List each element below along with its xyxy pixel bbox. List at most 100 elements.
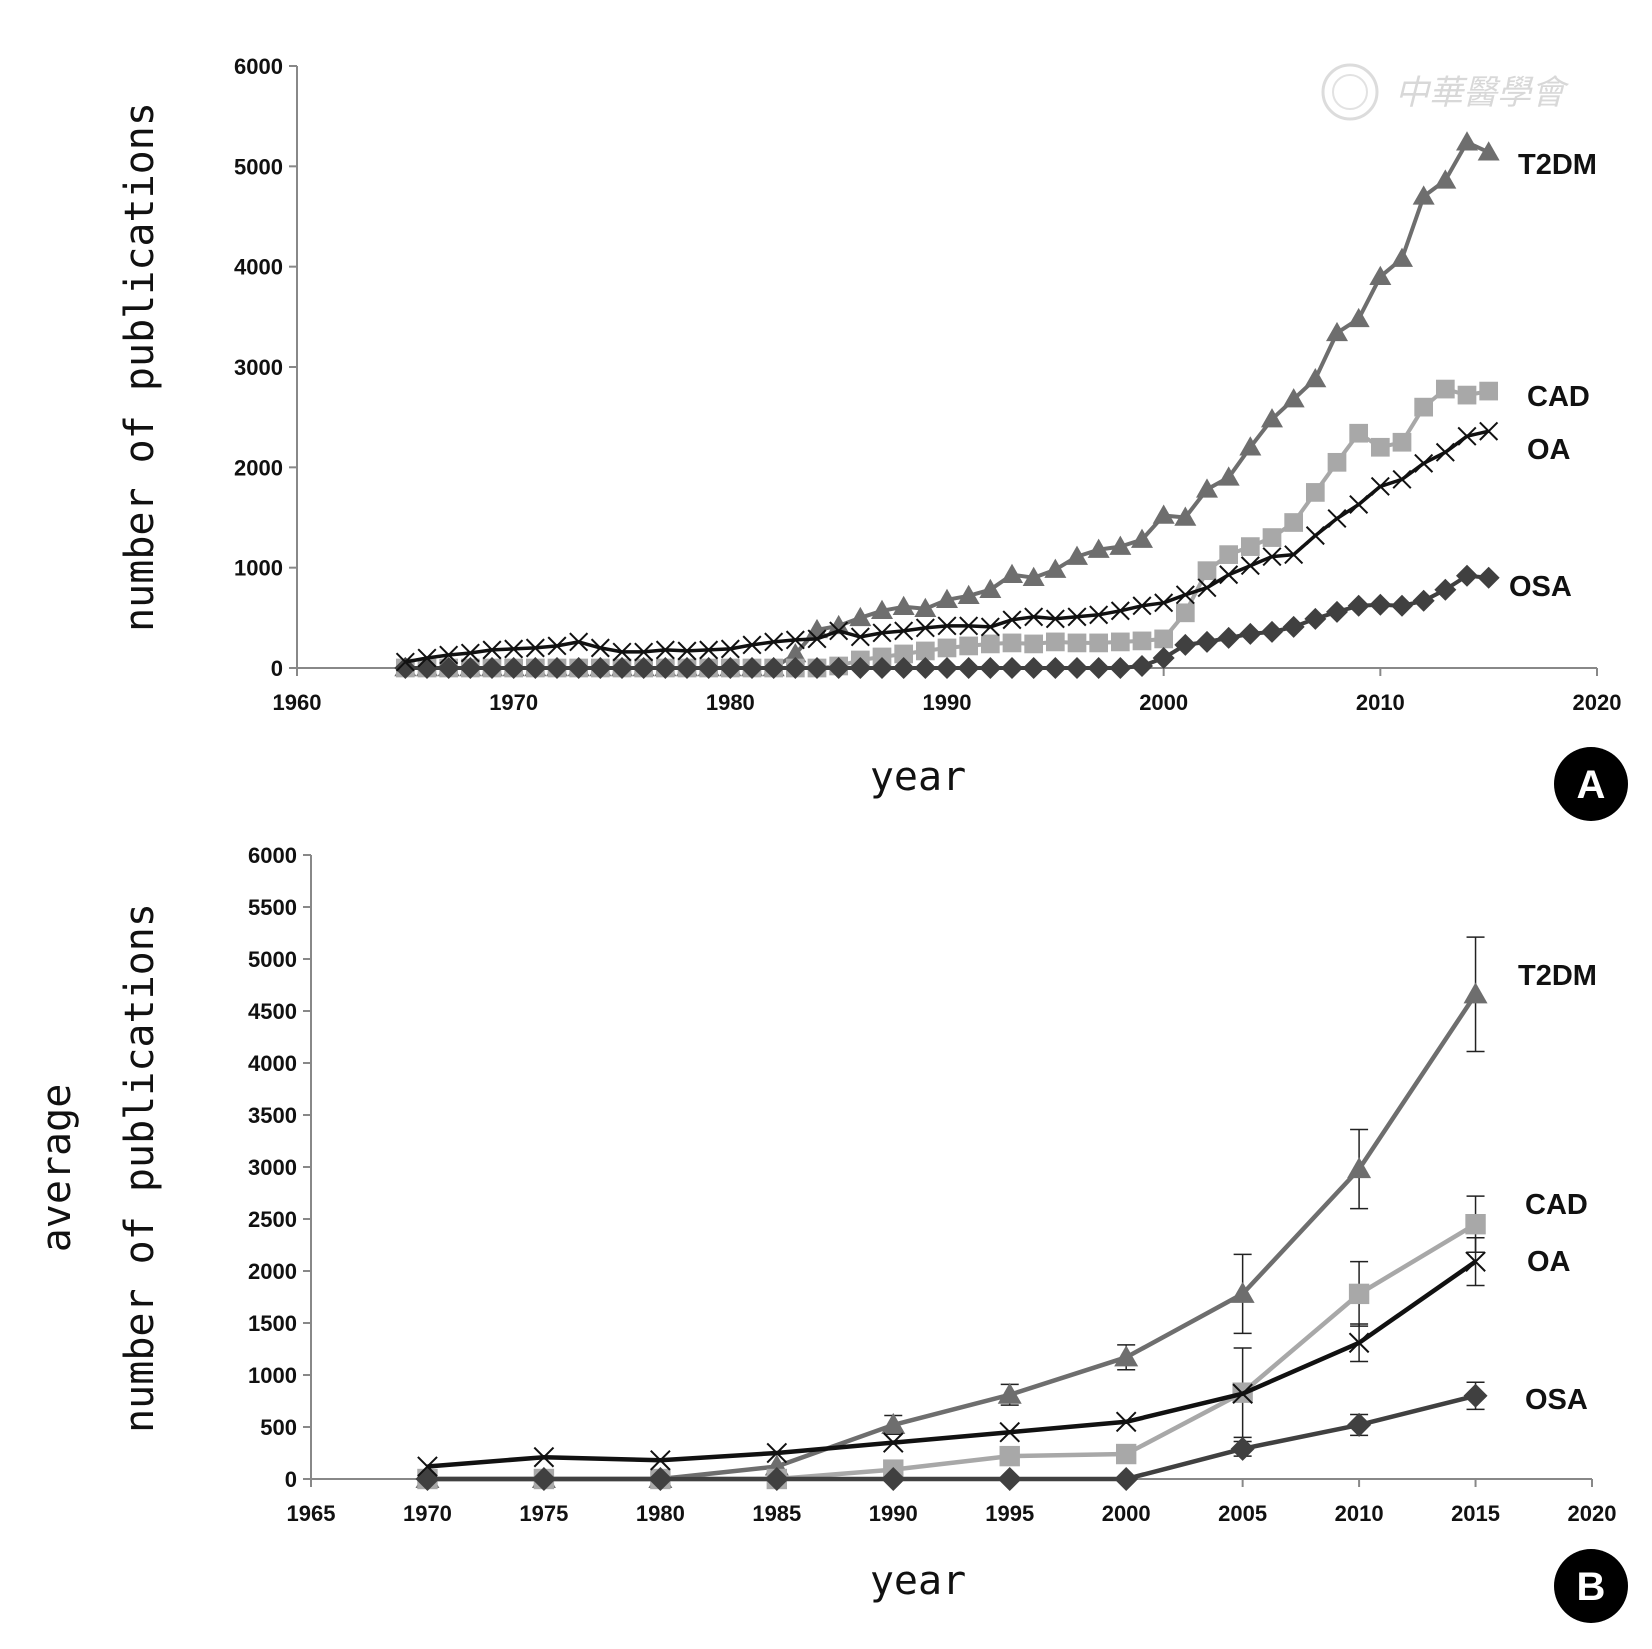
chart-b-label-t2dm: T2DM [1518, 960, 1597, 992]
chart-a-x-tick-label: 1970 [489, 690, 538, 715]
chart-a-point-oa [634, 642, 654, 662]
chart-a-point-oa [655, 640, 675, 660]
chart-a-point-osa [459, 657, 482, 679]
chart-b-x-tick-label: 2000 [1102, 1501, 1151, 1526]
chart-a-point-t2dm [1131, 528, 1153, 548]
chart-a-point-cad [1110, 632, 1130, 652]
chart-a-point-osa [481, 657, 503, 679]
chart-b-y-axis-title-line1: average [34, 1084, 80, 1253]
chart-a-point-t2dm [827, 614, 850, 635]
chart-a-point-cad [1414, 397, 1434, 417]
chart-b-point-osa [648, 1467, 673, 1491]
watermark-text: 中華醫學會 [1395, 73, 1570, 113]
chart-b-y-tick-label: 6000 [248, 843, 297, 868]
chart-a-point-osa [1022, 657, 1045, 679]
chart-b-x-tick-label: 2020 [1568, 1501, 1617, 1526]
chart-a-point-t2dm [1022, 566, 1045, 586]
chart-a-point-t2dm [1304, 368, 1327, 388]
chart-b-y-tick-label: 2500 [248, 1207, 297, 1232]
chart-a-point-osa [979, 657, 1002, 679]
chart-b-point-oa [882, 1432, 904, 1453]
chart-a-y-tick-label: 5000 [234, 154, 283, 179]
chart-b-x-tick-label: 2010 [1335, 1501, 1384, 1526]
chart-b-x-tick-label: 2005 [1218, 1501, 1267, 1526]
chart-a-point-cad [1392, 432, 1412, 452]
chart-b-line-t2dm [427, 993, 1478, 1482]
chart-a-point-oa [1457, 426, 1477, 446]
chart-a-point-oa [547, 636, 567, 656]
chart-b-point-osa [881, 1467, 906, 1491]
chart-a-x-axis-title: year [870, 754, 966, 800]
chart-a-point-oa [764, 632, 784, 652]
chart-a-point-t2dm [936, 588, 958, 609]
chart-b-line-oa [427, 1259, 1477, 1469]
chart-a-point-oa [1045, 609, 1065, 629]
chart-b-point-cad [1348, 1283, 1370, 1305]
chart-a-point-cad [980, 634, 1000, 654]
chart-a-point-oa [785, 630, 805, 650]
chart-a-point-cad [1154, 629, 1174, 649]
chart-a-point-osa [676, 657, 698, 679]
chart-b-x-tick-label: 1985 [752, 1501, 801, 1526]
panel-b-badge: B [1554, 1549, 1628, 1623]
chart-a-point-oa [1305, 526, 1325, 546]
chart-a-point-osa [632, 657, 655, 679]
chart-a-point-cad [1262, 528, 1282, 547]
chart-b-ticks: 0 500 1000 1500 2000 2500 3000 3500 4000 4500 5000… [248, 843, 1616, 1526]
chart-b-point-t2dm [881, 1412, 906, 1434]
chart-b-point-cad [999, 1445, 1020, 1467]
chart-a-point-cad [1284, 513, 1304, 532]
chart-a-point-t2dm [1347, 307, 1370, 328]
chart-a-point-cad [959, 636, 979, 656]
chart-a-point-osa [1087, 657, 1110, 679]
chart-a-point-oa [937, 616, 957, 636]
chart-a-point-t2dm [1369, 265, 1392, 285]
chart-a-point-osa [1434, 578, 1457, 601]
chart-a-point-oa [504, 639, 524, 659]
chart-a-point-oa [1089, 605, 1109, 625]
chart-b-series-t2dm [415, 936, 1488, 1488]
chart-a-point-osa [546, 657, 568, 679]
chart-a-point-cad [1327, 452, 1347, 472]
chart-a-series-cad [395, 379, 1499, 678]
chart-a-series [394, 131, 1500, 679]
chart-b-y-tick-label: 4000 [248, 1051, 297, 1076]
chart-a-point-osa [1456, 564, 1478, 587]
chart-b-x-tick-label: 1990 [869, 1501, 918, 1526]
chart-a-point-cad [872, 647, 892, 667]
chart-b-point-oa [1465, 1251, 1486, 1272]
chart-a-point-oa [612, 642, 632, 662]
chart-a-label-cad: CAD [1527, 381, 1590, 413]
chart-a-point-oa [1370, 476, 1390, 496]
chart-a-point-osa [1326, 600, 1348, 623]
chart-a-point-oa [590, 638, 610, 658]
chart-b-point-osa [531, 1467, 556, 1491]
chart-b-x-tick-label: 1970 [403, 1501, 452, 1526]
chart-a-y-tick-label: 0 [271, 656, 283, 681]
chart-a-point-oa [1240, 556, 1260, 576]
chart-a-point-cad [1045, 632, 1065, 652]
chart-b-y-tick-label: 0 [285, 1467, 297, 1492]
chart-a-point-osa [1152, 646, 1175, 669]
chart-b-point-osa [1347, 1412, 1372, 1437]
chart-a-label-t2dm: T2DM [1518, 149, 1597, 181]
chart-a-point-oa [915, 618, 935, 638]
panel-b-badge-circle [1554, 1549, 1628, 1623]
chart-a-series-t2dm [394, 131, 1500, 677]
chart-a-point-osa [1304, 607, 1327, 630]
chart-a-point-oa [1175, 585, 1195, 605]
chart-b-x-tick-label: 1995 [985, 1501, 1034, 1526]
chart-a-point-t2dm [1391, 247, 1413, 267]
chart-a-point-oa [1002, 610, 1022, 630]
chart-b-series-cad [417, 1195, 1486, 1490]
chart-a-label-osa: OSA [1509, 571, 1572, 603]
chart-a-point-osa [654, 657, 677, 679]
chart-b-label-oa: OA [1527, 1246, 1571, 1278]
chart-a-point-cad [1197, 561, 1217, 581]
chart-a-point-cad [1240, 537, 1260, 556]
chart-a-series-osa [394, 564, 1500, 679]
chart-a-point-cad [1457, 385, 1477, 405]
chart-a-y-tick-label: 4000 [234, 255, 283, 280]
chart-b-point-osa [1463, 1383, 1488, 1408]
chart-b-x-tick-label: 2015 [1451, 1501, 1500, 1526]
